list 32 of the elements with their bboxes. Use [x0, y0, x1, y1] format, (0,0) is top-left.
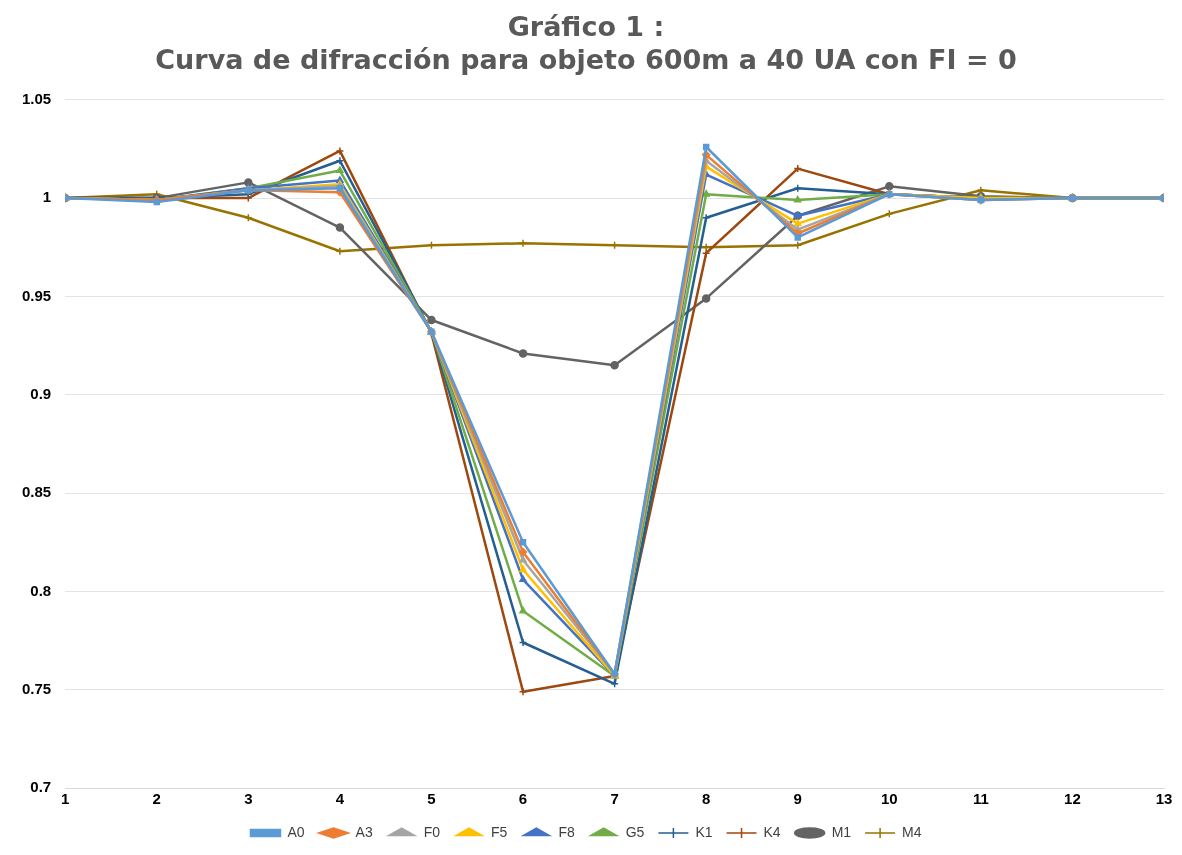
- y-tick-label: 0.9: [30, 384, 52, 402]
- legend-label: K4: [763, 823, 781, 840]
- y-tick-label: 1.05: [21, 89, 52, 107]
- y-tick-label: 0.75: [21, 679, 52, 697]
- x-tick-label: 9: [793, 790, 802, 808]
- legend-label: A0: [287, 823, 305, 840]
- x-tick-label: 1: [61, 790, 70, 808]
- x-tick-label: 4: [335, 790, 345, 808]
- y-tick-label: 0.95: [21, 286, 52, 304]
- legend-label: K1: [695, 823, 713, 840]
- chart-title: Gráfico 1 : Curva de difracción para objeto 600m a 40 UA con FI = 0: [155, 11, 1017, 75]
- x-tick-label: 5: [427, 790, 436, 808]
- x-tick-label: 12: [1064, 790, 1081, 808]
- legend-label: F5: [491, 823, 508, 840]
- x-tick-label: 13: [1155, 790, 1173, 808]
- y-tick-label: 1: [42, 188, 52, 206]
- x-tick-label: 2: [152, 790, 161, 808]
- x-tick-label: 3: [244, 790, 253, 808]
- legend-label: M1: [831, 823, 852, 840]
- y-tick-label: 0.8: [30, 581, 52, 599]
- y-tick-label: 0.7: [30, 778, 52, 796]
- x-tick-label: 10: [880, 790, 898, 808]
- x-tick-label: 11: [972, 790, 989, 808]
- legend-label: M4: [902, 823, 922, 840]
- legend-label: A3: [355, 823, 373, 840]
- legend-label: F8: [558, 823, 575, 840]
- x-tick-label: 8: [701, 790, 711, 808]
- legend-label: G5: [625, 823, 645, 840]
- x-tick-label: 7: [610, 790, 619, 808]
- legend-label: F0: [423, 823, 441, 840]
- y-tick-label: 0.85: [21, 483, 52, 501]
- x-tick-label: 6: [518, 790, 528, 808]
